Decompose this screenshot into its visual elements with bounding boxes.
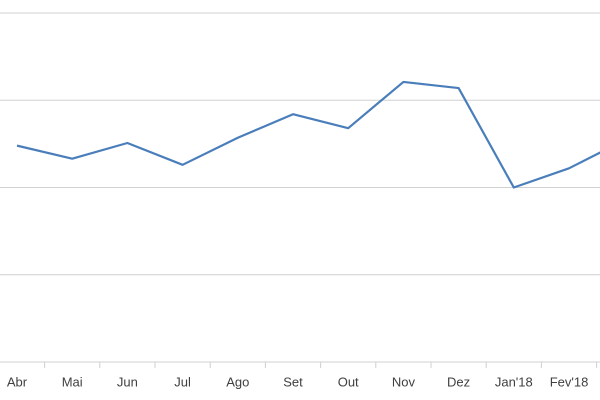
x-tick-label: Out: [338, 374, 359, 389]
data-line: [16, 80, 600, 189]
x-tick-label: Ago: [226, 374, 249, 389]
x-tick-label: Dez: [447, 374, 470, 389]
x-tick-label: Abr: [7, 374, 28, 389]
x-tick-label: Jul: [174, 374, 191, 389]
x-tick-label: Nov: [392, 374, 416, 389]
x-tick-label: Set: [283, 374, 303, 389]
x-tick-label: Mai: [62, 374, 83, 389]
x-tick-label: Jan'18: [495, 374, 533, 389]
x-tick-label: Fev'18: [550, 374, 589, 389]
x-tick-label: Jun: [117, 374, 138, 389]
